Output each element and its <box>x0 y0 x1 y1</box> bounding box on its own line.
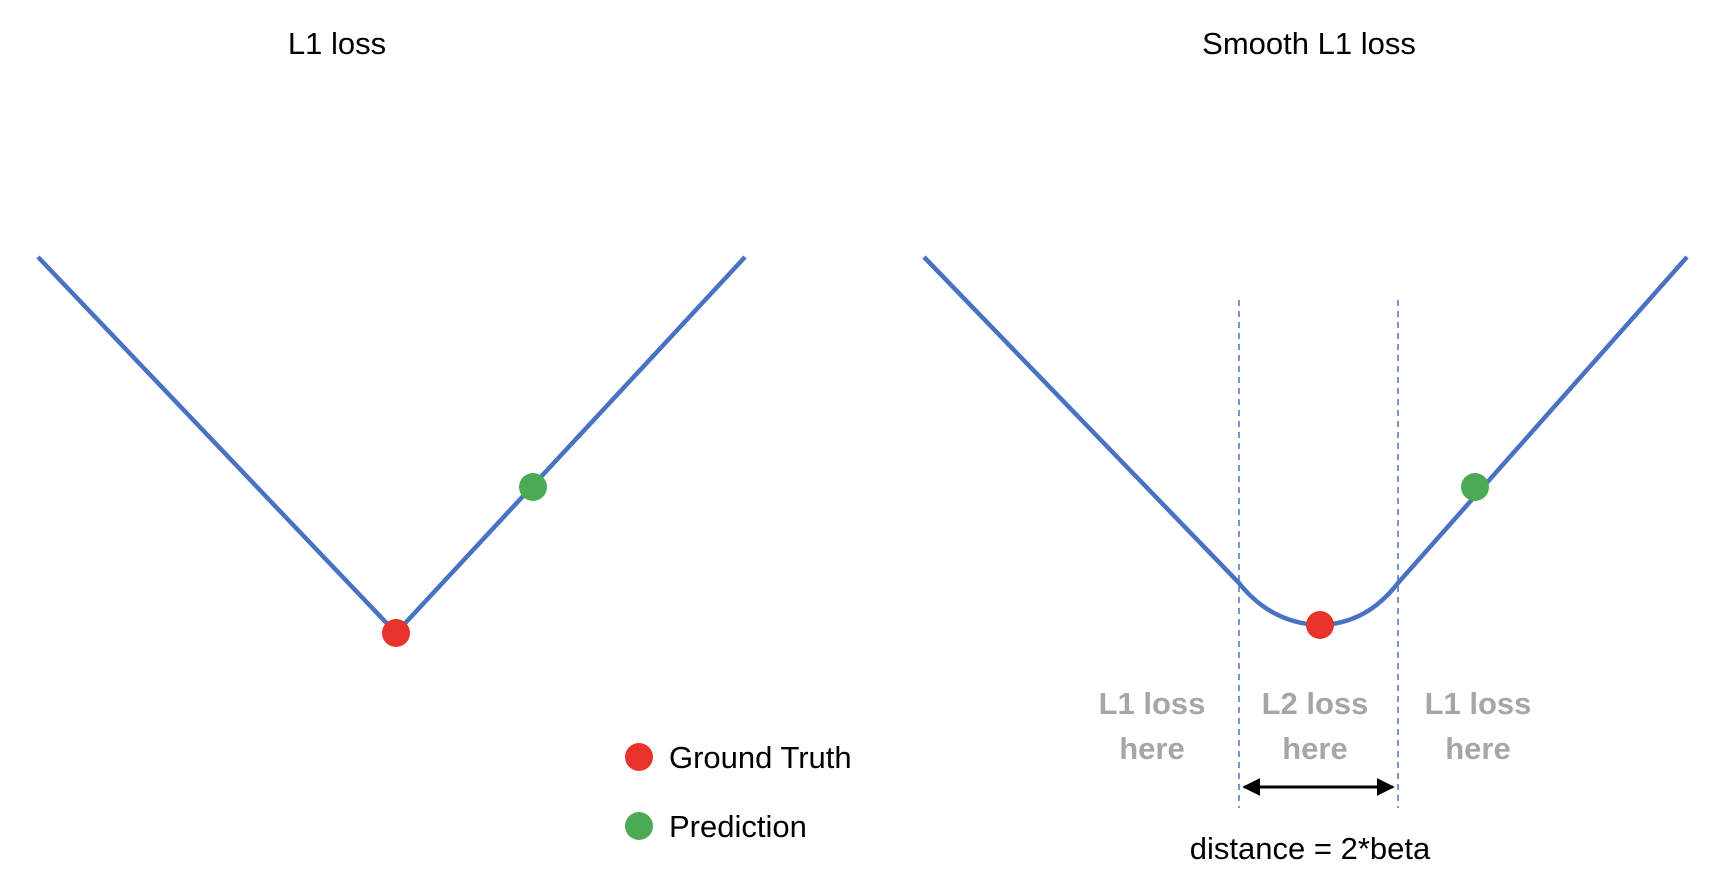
l1-ground-truth-point <box>382 619 410 647</box>
distance-label: distance = 2*beta <box>1190 831 1431 866</box>
legend: Ground Truth Prediction <box>625 740 852 844</box>
smooth-prediction-point <box>1461 473 1489 501</box>
smooth-l1-loss-title: Smooth L1 loss <box>1202 26 1416 61</box>
legend-prediction-marker <box>625 812 653 840</box>
region-middle-label-line1: L2 loss <box>1262 686 1369 721</box>
region-right-label-line1: L1 loss <box>1425 686 1532 721</box>
region-right-label-line2: here <box>1445 731 1510 766</box>
l1-loss-title: L1 loss <box>288 26 386 61</box>
l1-prediction-point <box>519 473 547 501</box>
smooth-l1-loss-panel: Smooth L1 loss L1 loss here L2 loss here… <box>922 26 1689 866</box>
l1-loss-curve <box>36 255 747 637</box>
l1-loss-panel: L1 loss <box>36 26 747 647</box>
region-left-label-line1: L1 loss <box>1099 686 1206 721</box>
legend-ground-truth-marker <box>625 743 653 771</box>
smooth-l1-loss-curve <box>922 255 1689 628</box>
legend-ground-truth-label: Ground Truth <box>669 740 852 775</box>
legend-prediction-label: Prediction <box>669 809 807 844</box>
region-middle-label-line2: here <box>1282 731 1347 766</box>
region-left-label-line2: here <box>1119 731 1184 766</box>
smooth-ground-truth-point <box>1306 611 1334 639</box>
